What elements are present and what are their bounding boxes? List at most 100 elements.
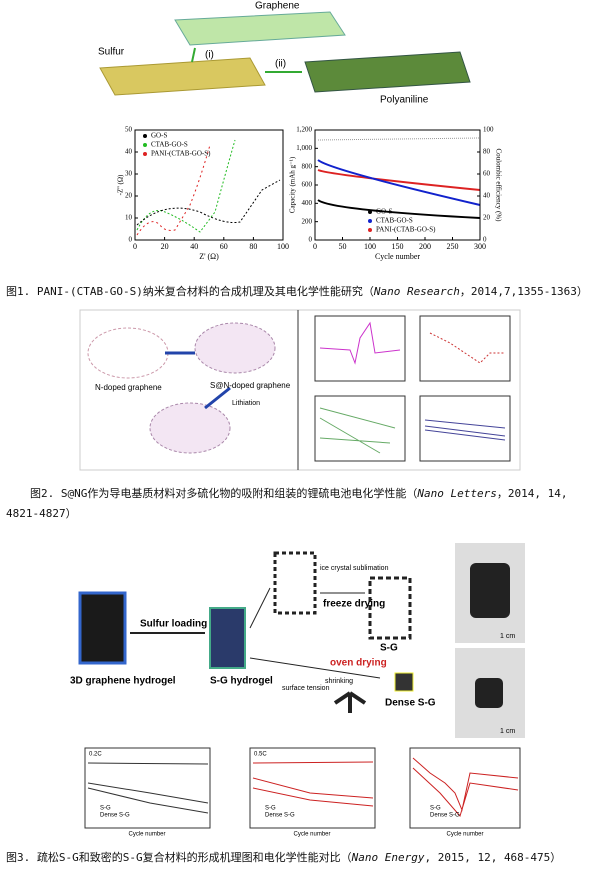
y-tick-label: 30	[125, 170, 133, 178]
y-tick-label: 40	[125, 148, 133, 156]
panel	[84, 747, 211, 829]
legend-label: GO-S	[376, 208, 392, 216]
figure-1: Graphene Sulfur (i) (ii) Polyaniline 0 20…	[98, 1, 502, 261]
curve	[136, 179, 281, 226]
photo-sample	[470, 563, 510, 618]
plot-frame	[134, 129, 284, 241]
arrow	[204, 386, 231, 410]
shrink-icon	[333, 691, 367, 713]
sg-hydrogel	[209, 607, 246, 669]
legend-label: S-G	[265, 806, 276, 812]
caption-ref: ，2014, 14, 4821-4827）	[6, 487, 568, 520]
legend-label: Dense S-G	[430, 813, 460, 819]
legend-swatch	[368, 210, 372, 214]
x-tick-label: 150	[392, 242, 404, 251]
y-tick-label: 0	[129, 236, 133, 244]
y-tick-label: 1,000	[296, 144, 312, 152]
arrow	[249, 657, 381, 679]
x-tick-label: 100	[277, 242, 289, 251]
sheet	[194, 322, 276, 374]
y-tick-label: 200	[302, 217, 313, 225]
x-tick-label: 40	[190, 242, 198, 251]
figure-3: 3D graphene hydrogel Sulfur loading S-G …	[70, 543, 525, 838]
y-tick-label: 50	[125, 126, 133, 134]
sulfur-sheet	[99, 57, 266, 96]
rate-label: 0.2C	[89, 752, 102, 758]
curve	[317, 137, 481, 141]
curve	[317, 159, 481, 206]
x-tick-label: 60	[220, 242, 228, 251]
curve	[319, 321, 401, 365]
arrow	[249, 587, 271, 629]
x-axis-label: Cycle number	[128, 832, 165, 838]
label: 3D graphene hydrogel	[70, 676, 176, 687]
caption: 图3. 疏松S-G和致密的S-G复合材料的形成机理图和电化学性能对比（Nano …	[6, 848, 596, 868]
y-tick-label: 0	[309, 236, 313, 244]
panel	[249, 747, 376, 829]
label: freeze drying	[323, 599, 385, 610]
journal: Nano Letters	[417, 487, 497, 500]
journal: Nano Energy	[351, 851, 425, 864]
x-tick-label: 300	[474, 242, 486, 251]
panel	[314, 395, 406, 462]
caption: 图1. PANI-(CTAB-GO-S)纳米复合材料的合成机理及其电化学性能研究…	[6, 282, 596, 302]
label: (i)	[205, 50, 214, 61]
label: Sulfur loading	[140, 619, 207, 630]
x-tick-label: 100	[364, 242, 376, 251]
caption-ref: , 2015, 12, 468-475）	[424, 851, 562, 864]
curve	[252, 761, 374, 807]
y-axis-label: -Z'' (Ω)	[117, 174, 125, 195]
legend-label: CTAB-GO-S	[151, 141, 188, 149]
legend-swatch	[368, 219, 372, 223]
arrow	[191, 47, 196, 63]
label: N-doped graphene	[95, 383, 162, 392]
curve	[319, 407, 396, 454]
legend-swatch	[143, 134, 147, 138]
legend-swatch	[368, 228, 372, 232]
legend-label: PANI-(CTAB-GO-S)	[151, 150, 211, 158]
label: Dense S-G	[385, 698, 436, 709]
label: (ii)	[275, 59, 286, 70]
y-tick-label: 400	[302, 199, 313, 207]
legend-label: S-G	[430, 806, 441, 812]
x-axis-label: Cycle number	[293, 832, 330, 838]
y2-tick-label: 100	[483, 126, 494, 134]
panels	[84, 747, 521, 829]
y-tick-label: 20	[125, 192, 133, 200]
label: Sulfur	[98, 47, 125, 58]
legend-label: Dense S-G	[265, 813, 295, 819]
label: Graphene	[255, 1, 300, 12]
curve	[87, 762, 209, 814]
label: S-G	[380, 643, 398, 654]
legend-label: GO-S	[151, 132, 167, 140]
y-axis-label: Capacity (mAh g⁻¹)	[289, 156, 297, 213]
curve	[317, 169, 481, 191]
panel	[419, 315, 511, 382]
label: 1 cm	[500, 728, 515, 735]
hydrogel	[78, 591, 127, 665]
sheet	[149, 402, 231, 454]
curve	[136, 139, 236, 233]
y-tick-label: 1,200	[296, 126, 312, 134]
y-tick-label: 10	[125, 214, 133, 222]
legend-swatch	[143, 152, 147, 156]
legend-label: CTAB-GO-S	[376, 217, 413, 225]
x-tick-label: 250	[447, 242, 459, 251]
x-tick-label: 0	[133, 242, 137, 251]
label: 1 cm	[500, 633, 515, 640]
legend-label: S-G	[100, 806, 111, 812]
legend-label: Dense S-G	[100, 813, 130, 819]
curve	[136, 144, 211, 236]
curve	[412, 757, 519, 818]
graphene-sheet	[174, 11, 346, 46]
caption-ref: ，2014,7,1355-1363）	[459, 285, 588, 298]
legend-swatch	[143, 143, 147, 147]
y2-axis-label: Coulombic efficiency (%)	[494, 149, 502, 223]
frame	[79, 309, 521, 471]
y-tick-label: 800	[302, 162, 313, 170]
label: ice crystal sublimation	[320, 565, 389, 572]
y2-tick-label: 40	[483, 192, 491, 200]
label: oven drying	[330, 658, 387, 669]
y2-tick-label: 80	[483, 148, 491, 156]
legend-label: PANI-(CTAB-GO-S)	[376, 226, 436, 234]
